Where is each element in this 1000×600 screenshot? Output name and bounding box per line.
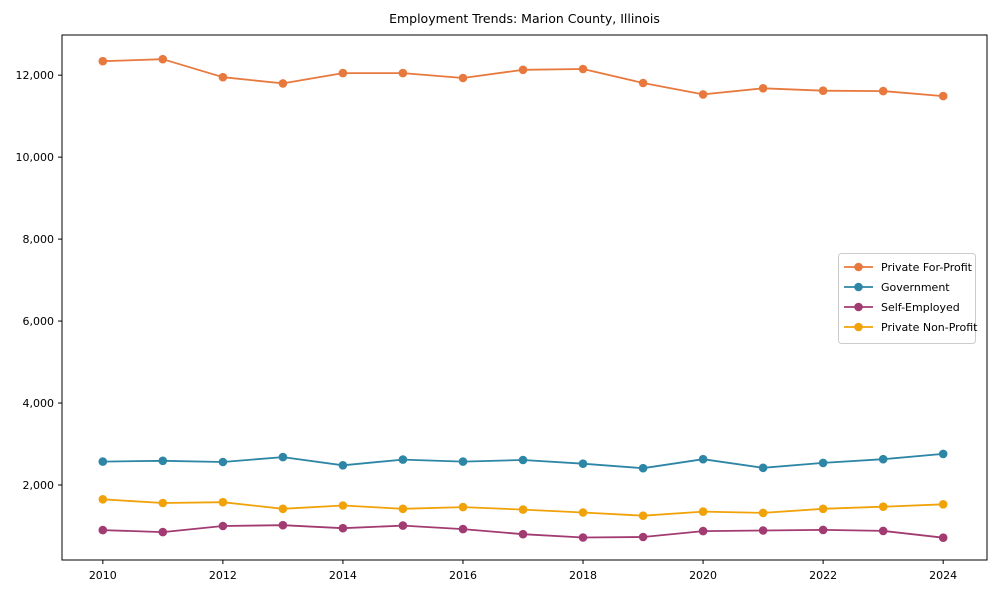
series-marker-private-non-profit: [698, 507, 708, 516]
chart-title: Employment Trends: Marion County, Illino…: [389, 11, 660, 26]
series-marker-private-non-profit: [878, 502, 888, 512]
series-marker-self-employed: [98, 525, 108, 535]
series-marker-self-employed: [218, 521, 228, 531]
legend-marker-private-non-profit: [854, 322, 863, 332]
series-marker-private-non-profit: [98, 495, 108, 504]
series-marker-government: [398, 455, 408, 464]
series-marker-self-employed: [458, 524, 468, 534]
series-marker-self-employed: [278, 520, 288, 530]
series-marker-government: [458, 457, 468, 466]
series-marker-private-non-profit: [218, 497, 228, 507]
legend-marker-government: [854, 282, 863, 292]
series-marker-government: [98, 457, 108, 466]
series-marker-private-for-profit: [458, 73, 468, 83]
series-marker-self-employed: [518, 529, 528, 539]
axes-frame: [61, 34, 988, 561]
x-tick-label: 2024: [929, 569, 957, 582]
series-marker-private-non-profit: [338, 501, 348, 510]
series-marker-private-for-profit: [278, 79, 288, 88]
y-tick-label: 8,000: [23, 233, 55, 246]
x-tick-label: 2010: [89, 569, 117, 582]
series-marker-private-non-profit: [278, 504, 288, 514]
series-marker-private-non-profit: [938, 500, 948, 509]
series-marker-self-employed: [578, 533, 588, 542]
series-marker-private-for-profit: [578, 64, 588, 74]
series-marker-government: [218, 457, 228, 467]
y-tick-label: 12,000: [16, 69, 55, 82]
series-marker-private-non-profit: [458, 502, 468, 512]
series-marker-private-non-profit: [818, 504, 828, 514]
series-marker-government: [818, 458, 828, 468]
series-marker-private-for-profit: [518, 65, 528, 75]
series-marker-government: [938, 449, 948, 459]
y-tick-label: 6,000: [23, 315, 55, 328]
series-marker-self-employed: [818, 525, 828, 535]
series-marker-private-non-profit: [518, 505, 528, 514]
series-marker-private-for-profit: [338, 68, 348, 78]
series-marker-private-non-profit: [638, 511, 648, 520]
x-tick-label: 2022: [809, 569, 837, 582]
series-marker-private-for-profit: [758, 84, 768, 93]
series-marker-private-non-profit: [758, 508, 768, 518]
series-marker-private-for-profit: [818, 86, 828, 95]
series-marker-self-employed: [938, 533, 948, 542]
legend-marker-self-employed: [854, 302, 863, 312]
series-marker-government: [278, 452, 288, 462]
series-marker-self-employed: [758, 526, 768, 535]
x-tick-label: 2012: [209, 569, 237, 582]
x-tick-label: 2020: [689, 569, 717, 582]
series-marker-private-for-profit: [398, 68, 408, 78]
series-marker-private-for-profit: [698, 90, 708, 99]
y-tick-label: 2,000: [23, 479, 55, 492]
series-marker-self-employed: [398, 521, 408, 530]
x-tick-label: 2014: [329, 569, 357, 582]
series-marker-government: [878, 454, 888, 464]
series-marker-private-for-profit: [638, 78, 648, 88]
series-marker-self-employed: [698, 526, 708, 536]
legend-label-private-for-profit: Private For-Profit: [881, 261, 973, 274]
series-marker-private-for-profit: [878, 86, 888, 96]
series-marker-self-employed: [158, 527, 168, 537]
x-tick-label: 2016: [449, 569, 477, 582]
legend-label-private-non-profit: Private Non-Profit: [881, 321, 978, 334]
series-marker-government: [338, 461, 348, 470]
legend-label-self-employed: Self-Employed: [881, 301, 960, 314]
legend-box: [838, 253, 976, 344]
series-marker-government: [758, 463, 768, 473]
series-marker-self-employed: [878, 526, 888, 536]
series-marker-private-for-profit: [218, 72, 228, 82]
series-marker-self-employed: [338, 523, 348, 533]
series-marker-government: [158, 456, 168, 466]
series-marker-private-for-profit: [938, 91, 948, 101]
series-line-private-for-profit: [101, 58, 945, 97]
legend-label-government: Government: [881, 281, 950, 294]
series-marker-private-non-profit: [158, 498, 168, 508]
series-marker-private-for-profit: [158, 54, 168, 64]
series-marker-government: [638, 463, 648, 473]
x-tick-label: 2018: [569, 569, 597, 582]
legend-marker-private-for-profit: [854, 262, 863, 272]
series-marker-government: [578, 459, 588, 469]
series-marker-self-employed: [638, 532, 648, 542]
series-marker-private-non-profit: [578, 508, 588, 517]
y-tick-label: 10,000: [16, 151, 55, 164]
series-marker-government: [518, 455, 528, 465]
series-marker-private-non-profit: [398, 504, 408, 514]
series-marker-government: [698, 454, 708, 464]
y-tick-label: 4,000: [23, 397, 55, 410]
series-marker-private-for-profit: [98, 56, 108, 66]
